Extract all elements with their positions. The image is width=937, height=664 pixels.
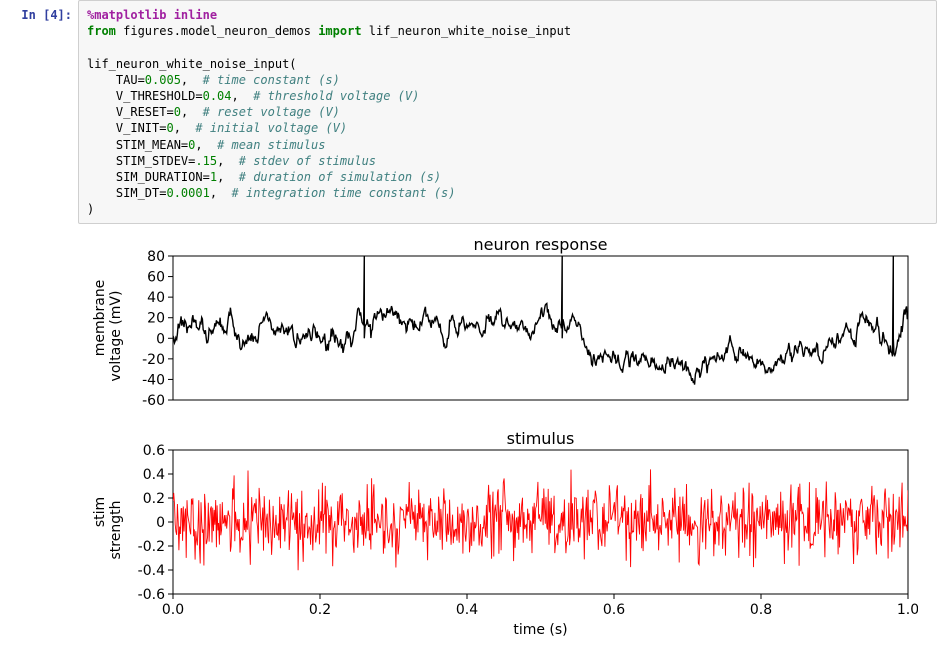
svg-text:neuron response: neuron response	[473, 235, 607, 254]
cell-output: neuron response -60 -40 -20 0 20 40 60 80 membran…	[78, 224, 937, 642]
svg-text:time (s): time (s)	[513, 622, 567, 638]
code-input[interactable]: %matplotlib inline from figures.model_ne…	[78, 0, 937, 224]
svg-text:1.0: 1.0	[897, 602, 918, 618]
prompt-prefix: In [	[21, 8, 50, 22]
svg-text:0.4: 0.4	[456, 602, 478, 618]
svg-text:-20: -20	[142, 352, 165, 368]
svg-text:0.2: 0.2	[143, 491, 165, 507]
prompt-count: 4	[50, 8, 57, 22]
svg-text:0.0: 0.0	[162, 602, 184, 618]
svg-text:0.6: 0.6	[143, 443, 165, 459]
svg-text:stimulus: stimulus	[507, 429, 575, 448]
svg-text:0: 0	[156, 515, 165, 531]
svg-text:0.2: 0.2	[309, 602, 331, 618]
svg-text:-60: -60	[142, 393, 165, 409]
input-prompt: In [4]:	[0, 0, 78, 22]
svg-text:0: 0	[156, 332, 165, 348]
svg-text:80: 80	[147, 249, 165, 265]
svg-text:strength: strength	[108, 501, 124, 560]
svg-text:-0.4: -0.4	[138, 563, 165, 579]
prompt-suffix: ]:	[58, 8, 72, 22]
svg-text:-0.2: -0.2	[138, 539, 165, 555]
svg-text:-0.6: -0.6	[138, 587, 165, 603]
svg-text:voltage (mV): voltage (mV)	[108, 291, 124, 382]
svg-text:stim: stim	[92, 497, 108, 527]
svg-text:membrane: membrane	[92, 280, 108, 357]
plot-figure: neuron response -60 -40 -20 0 20 40 60 80 membran…	[78, 232, 918, 642]
svg-text:0.4: 0.4	[143, 467, 165, 483]
svg-text:20: 20	[147, 311, 165, 327]
svg-text:0.6: 0.6	[603, 602, 625, 618]
code-cell: In [4]: %matplotlib inline from figures.…	[0, 0, 937, 224]
svg-text:0.8: 0.8	[750, 602, 772, 618]
svg-text:60: 60	[147, 270, 165, 286]
svg-text:40: 40	[147, 291, 165, 307]
svg-text:-40: -40	[142, 373, 165, 389]
